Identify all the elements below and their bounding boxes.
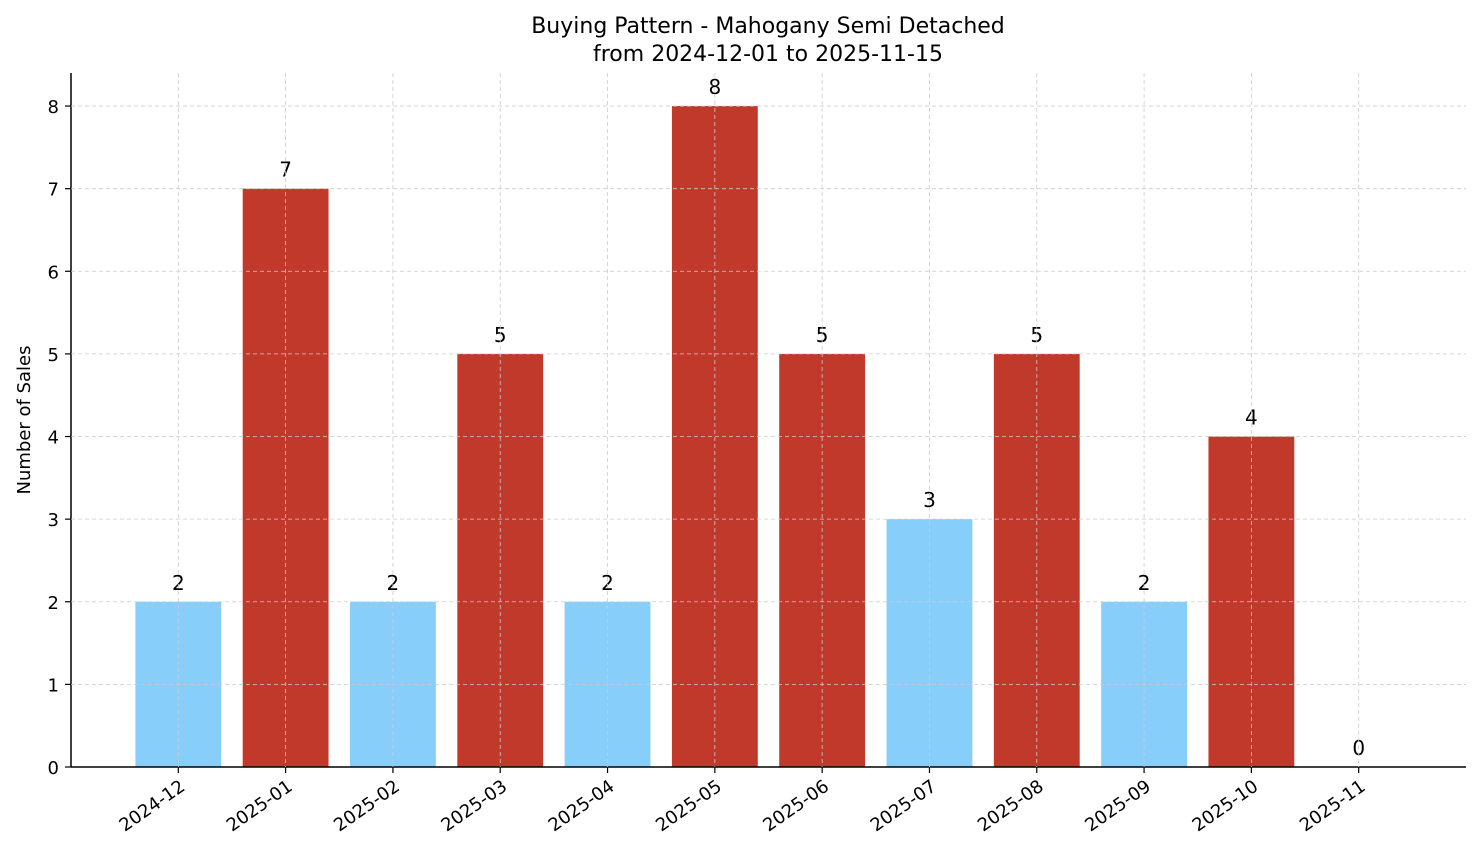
x-tick-label: 2025-01 xyxy=(223,776,297,836)
x-tick-label: 2025-04 xyxy=(545,776,619,836)
chart-title: Buying Pattern - Mahogany Semi Detached xyxy=(531,14,1005,39)
y-tick-label: 7 xyxy=(48,180,59,201)
data-label: 2 xyxy=(172,571,185,595)
x-tick-label: 2025-03 xyxy=(437,776,511,836)
y-axis-ticks: 0 1 2 3 4 5 6 7 8 xyxy=(48,97,71,779)
y-tick-label: 4 xyxy=(48,428,59,449)
chart-subtitle: from 2024-12-01 to 2025-11-15 xyxy=(593,42,943,67)
data-label: 2 xyxy=(387,571,400,595)
y-tick-label: 5 xyxy=(48,345,59,366)
x-tick-label: 2025-11 xyxy=(1296,776,1370,836)
y-tick-label: 6 xyxy=(48,262,59,283)
x-tick-label: 2025-07 xyxy=(867,776,941,836)
x-tick-label: 2024-12 xyxy=(116,776,190,836)
y-tick-label: 2 xyxy=(48,593,59,614)
grid xyxy=(71,73,1466,767)
x-tick-label: 2025-02 xyxy=(330,776,404,836)
x-tick-label: 2025-08 xyxy=(974,776,1048,836)
y-tick-label: 0 xyxy=(48,758,59,779)
y-tick-label: 1 xyxy=(48,675,59,696)
data-label: 2 xyxy=(1138,571,1151,595)
y-axis-label: Number of Sales xyxy=(14,345,35,494)
x-tick-label: 2025-05 xyxy=(652,776,726,836)
y-tick-label: 8 xyxy=(48,97,59,118)
data-label: 7 xyxy=(279,158,292,182)
x-axis-ticks: 2024-12 2025-01 2025-02 2025-03 2025-04 2025-… xyxy=(116,767,1370,836)
x-tick-label: 2025-10 xyxy=(1189,776,1263,836)
x-tick-label: 2025-09 xyxy=(1081,776,1155,836)
bar-2025-01 xyxy=(242,188,329,767)
data-label: 2 xyxy=(601,571,614,595)
y-tick-label: 3 xyxy=(48,510,59,531)
x-tick-label: 2025-06 xyxy=(759,776,833,836)
